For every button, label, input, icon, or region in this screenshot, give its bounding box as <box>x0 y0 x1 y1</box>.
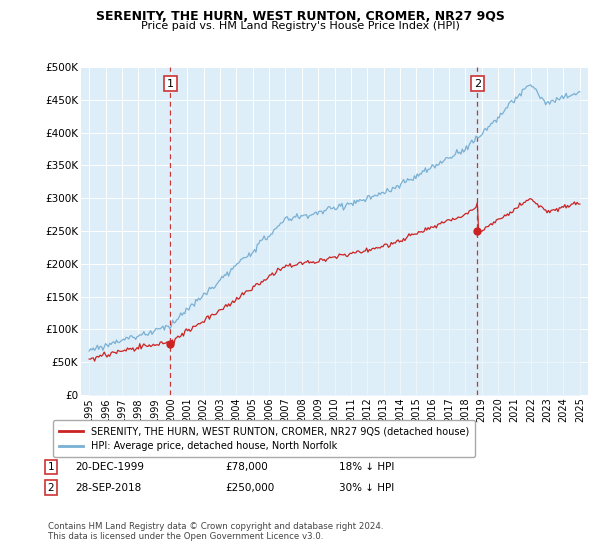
Text: Price paid vs. HM Land Registry's House Price Index (HPI): Price paid vs. HM Land Registry's House … <box>140 21 460 31</box>
Text: 2: 2 <box>474 78 481 88</box>
Text: £250,000: £250,000 <box>225 483 274 493</box>
Text: 28-SEP-2018: 28-SEP-2018 <box>75 483 141 493</box>
Legend: SERENITY, THE HURN, WEST RUNTON, CROMER, NR27 9QS (detached house), HPI: Average: SERENITY, THE HURN, WEST RUNTON, CROMER,… <box>53 421 475 457</box>
Text: 2: 2 <box>47 483 55 493</box>
Text: 1: 1 <box>167 78 174 88</box>
Text: 18% ↓ HPI: 18% ↓ HPI <box>339 462 394 472</box>
Text: SERENITY, THE HURN, WEST RUNTON, CROMER, NR27 9QS: SERENITY, THE HURN, WEST RUNTON, CROMER,… <box>95 10 505 22</box>
Text: £78,000: £78,000 <box>225 462 268 472</box>
Text: Contains HM Land Registry data © Crown copyright and database right 2024.
This d: Contains HM Land Registry data © Crown c… <box>48 522 383 542</box>
Text: 30% ↓ HPI: 30% ↓ HPI <box>339 483 394 493</box>
Text: 1: 1 <box>47 462 55 472</box>
Text: 20-DEC-1999: 20-DEC-1999 <box>75 462 144 472</box>
